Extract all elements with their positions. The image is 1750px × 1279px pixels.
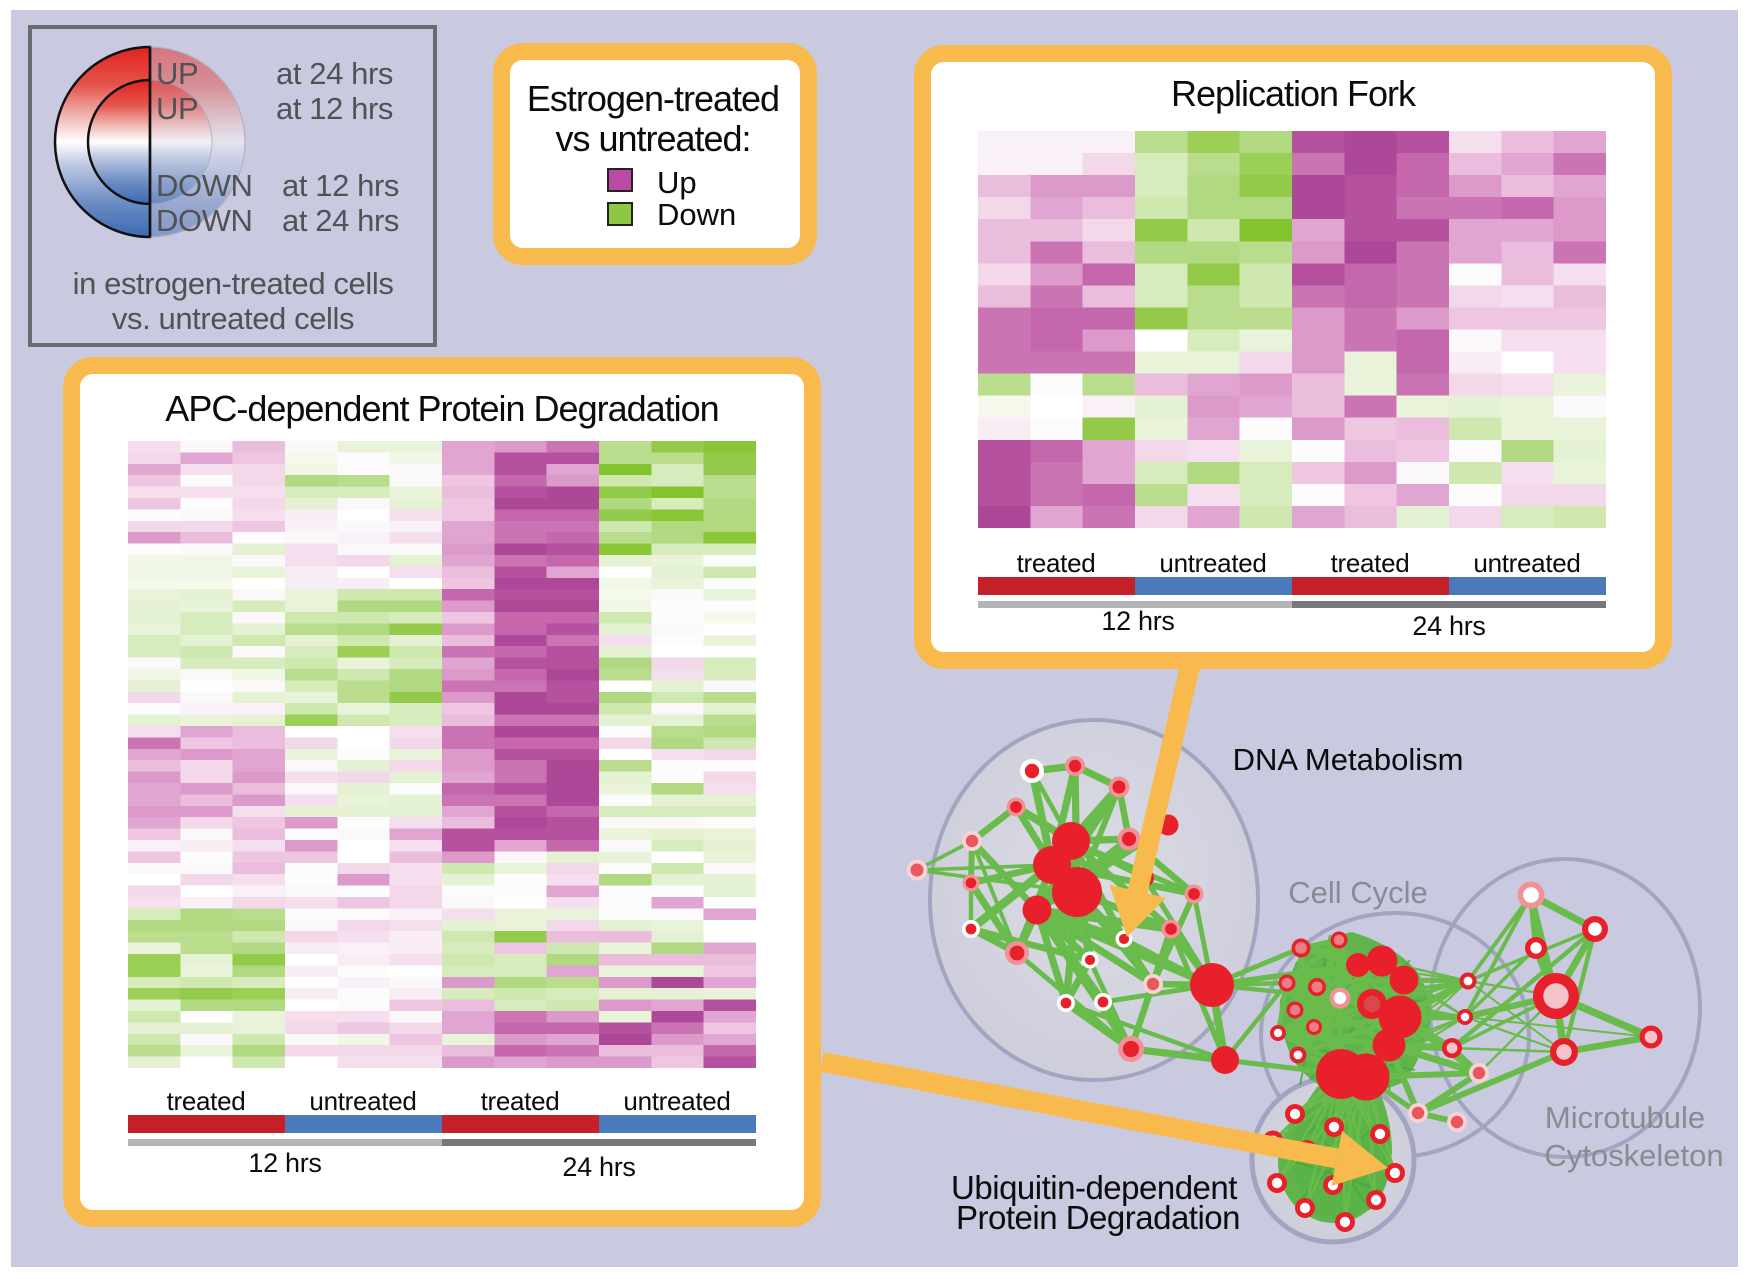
svg-text:Ubiquitin-dependent: Ubiquitin-dependent (951, 1169, 1237, 1206)
svg-text:Microtubule: Microtubule (1545, 1100, 1705, 1135)
svg-text:Protein Degradation: Protein Degradation (956, 1199, 1240, 1236)
svg-text:DNA Metabolism: DNA Metabolism (1233, 742, 1464, 777)
svg-text:Cytoskeleton: Cytoskeleton (1544, 1138, 1723, 1173)
svg-text:Cell Cycle: Cell Cycle (1288, 875, 1428, 910)
